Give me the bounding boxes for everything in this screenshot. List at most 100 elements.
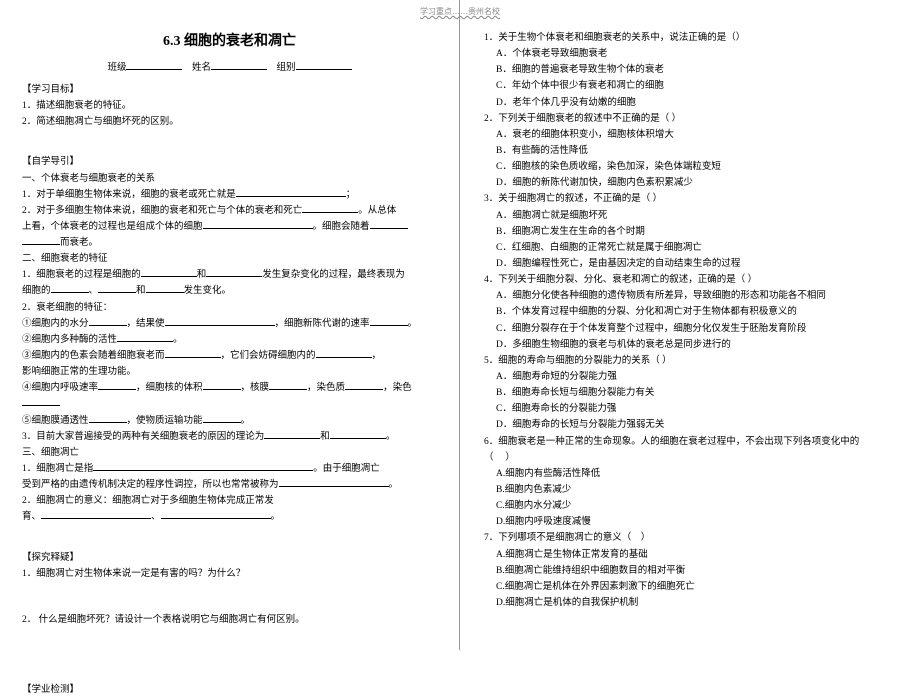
blank [203,380,241,390]
s2-1b: 和 [197,270,207,280]
t: 。 [173,335,183,345]
s3-1b: 受到严格的由遗传机制决定的程序性调控，所以也常常被称为。 [22,477,437,493]
t: 。 [386,432,396,442]
q3-d: D．细胞编程性死亡，是由基因决定的自动结束生命的过程 [482,256,898,272]
q5-a: A．细胞寿命短的分裂能力强 [482,369,898,385]
blank [279,477,389,487]
s2-3: 3．目前大家普遍接受的两种有关细胞衰老的原因的理论为和。 [22,429,437,445]
s2-1d: 细胞的 [22,286,51,296]
t: 1．细胞凋亡是指 [22,464,93,474]
t: ，细胞新陈代谢的速率 [275,319,370,329]
blank [146,283,184,293]
q6b: （ ） [482,450,898,466]
s1-2b: 。从总体 [358,206,396,216]
q2-d: D．细胞的新陈代谢加快，细胞内色素积累减少 [482,175,898,191]
s2-1g: 发生变化。 [184,286,232,296]
blank [203,219,313,229]
blank [302,203,358,213]
q4: 4．下列关于细胞分裂、分化、衰老和凋亡的叙述，正确的是（ ） [482,272,898,288]
s2-f4: ④细胞内呼吸速率 ，细胞核的体积 ，核膜 ，染色质 ，染色 [22,380,437,412]
goal-2: 2．简述细胞凋亡与细胞坏死的区别。 [22,114,437,130]
s1-1a: 1．对于单细胞生物体来说，细胞的衰老或死亡就是 [22,190,236,200]
t: ，核膜 [241,383,270,393]
s2-f1: ①细胞内的水分，结果使，细胞新陈代谢的速率。 [22,316,437,332]
t: ，细胞核的体积 [136,383,203,393]
q7-c: C.细胞凋亡是机体在外界因素刺激下的细胞死亡 [482,579,898,595]
q5-b: B．细胞寿命长短与细胞分裂能力有关 [482,385,898,401]
t: ，它们会妨碍细胞内的 [221,351,316,361]
s2-line1: 1．细胞衰老的过程是细胞的 和 发生复杂变化的过程，最终表现为 [22,267,437,283]
blank [22,396,60,406]
section-3-head: 三、细胞凋亡 [22,445,437,461]
s1-2c: 上看，个体衰老的过程也是组成个体的细胞 [22,222,203,232]
page-title: 6.3 细胞的衰老和凋亡 [22,30,437,54]
explore-q1: 1．细胞凋亡对生物体来说一定是有害的吗？为什么？ [22,566,437,582]
t: 。 [389,480,399,490]
s1-line4: 而衰老。 [22,235,437,251]
blank [22,235,60,245]
s1-1b: ； [346,190,356,200]
t: ，染色质 [307,383,345,393]
s1-2a: 2．对于多细胞生物体来说，细胞的衰老和死亡与个体的衰老和死亡 [22,206,302,216]
s2-f3b: 影响细胞正常的生理功能。 [22,364,437,380]
t: ⑤细胞膜通透性 [22,416,89,426]
q3-a: A．细胞凋亡就是细胞坏死 [482,208,898,224]
q4-c: C．细胞分裂存在于个体发育整个过程中，细胞分化仅发生于胚胎发育阶段 [482,321,898,337]
q1-d: D．老年个体几乎没有幼嫩的细胞 [482,95,898,111]
blank [117,332,173,342]
group-label: 组别 [277,63,296,73]
q6-a: A.细胞内有些酶活性降低 [482,466,898,482]
goals-heading: 【学习目标】 [22,82,437,98]
blank [370,316,408,326]
t: 。 [271,512,281,522]
blank [41,509,151,519]
blank [98,283,136,293]
q2-b: B．有些酶的活性降低 [482,143,898,159]
s3-2: 2．细胞凋亡的意义：细胞凋亡对于多细胞生物体完成正常发 [22,493,437,509]
q7-b: B.细胞凋亡能维持组织中细胞数目的相对平衡 [482,563,898,579]
s1-2e: 而衰老。 [60,238,98,248]
s2-f2: ②细胞内多种酶的活性 。 [22,332,437,348]
goal-1: 1．描述细胞衰老的特征。 [22,98,437,114]
s1-line2: 2．对于多细胞生物体来说，细胞的衰老和死亡与个体的衰老和死亡 。从总体 [22,203,437,219]
q6-d: D.细胞内呼吸速度减慢 [482,514,898,530]
s2-1e: 、 [89,286,99,296]
meta-line: 班级 姓名 组别 [22,60,437,76]
name-blank [211,60,267,70]
q4-b: B．个体发育过程中细胞的分裂、分化和凋亡对于生物体都有积极意义的 [482,304,898,320]
s2-1c: 发生复杂变化的过程，最终表现为 [262,270,405,280]
s3-1: 1．细胞凋亡是指 。由于细胞凋亡 [22,461,437,477]
s2-f5: ⑤细胞膜通透性，使物质运输功能。 [22,413,437,429]
s1-line1: 1．对于单细胞生物体来说，细胞的衰老或死亡就是 ； [22,187,437,203]
s3-2b: 育、 、 。 [22,509,437,525]
t: 。 [408,319,418,329]
t: ，染色 [383,383,412,393]
blank [203,461,313,471]
q1: 1．关于生物个体衰老和细胞衰老的关系中，说法正确的是（） [482,30,898,46]
right-column: 1．关于生物个体衰老和细胞衰老的关系中，说法正确的是（） A．个体衰老导致细胞衰… [460,0,920,650]
blank [269,380,307,390]
t: 、 [151,512,161,522]
group-blank [296,60,352,70]
t: 育、 [22,512,41,522]
blank [89,316,127,326]
blank [203,413,241,423]
section-2-head: 二、细胞衰老的特征 [22,251,437,267]
t: ②细胞内多种酶的活性 [22,335,117,345]
header-watermark: 学习重点……贵州名校 [0,6,920,17]
t: 。由于细胞凋亡 [313,464,380,474]
blank [161,509,271,519]
t: ④细胞内呼吸速率 [22,383,98,393]
s1-2d: 。细胞会随着 [313,222,370,232]
blank [141,267,197,277]
worksheet-page: 学习重点……贵州名校 6.3 细胞的衰老和凋亡 班级 姓名 组别 【学习目标】 … [0,0,920,650]
s2-1a: 1．细胞衰老的过程是细胞的 [22,270,141,280]
left-column: 6.3 细胞的衰老和凋亡 班级 姓名 组别 【学习目标】 1．描述细胞衰老的特征… [0,0,460,650]
t: ③细胞内的色素会随着细胞衰老而 [22,351,165,361]
test-heading: 【学业检测】 [22,682,437,698]
s1-line3: 上看，个体衰老的过程也是组成个体的细胞 。细胞会随着 [22,219,437,235]
q4-a: A．细胞分化使各种细胞的遗传物质有所差异，导致细胞的形态和功能各不相同 [482,288,898,304]
q6: 6．细胞衰老是一种正常的生命现象。人的细胞在衰老过程中，不会出现下列各项变化中的 [482,434,898,450]
q2: 2．下列关于细胞衰老的叙述中不正确的是（ ） [482,111,898,127]
blank [98,380,136,390]
